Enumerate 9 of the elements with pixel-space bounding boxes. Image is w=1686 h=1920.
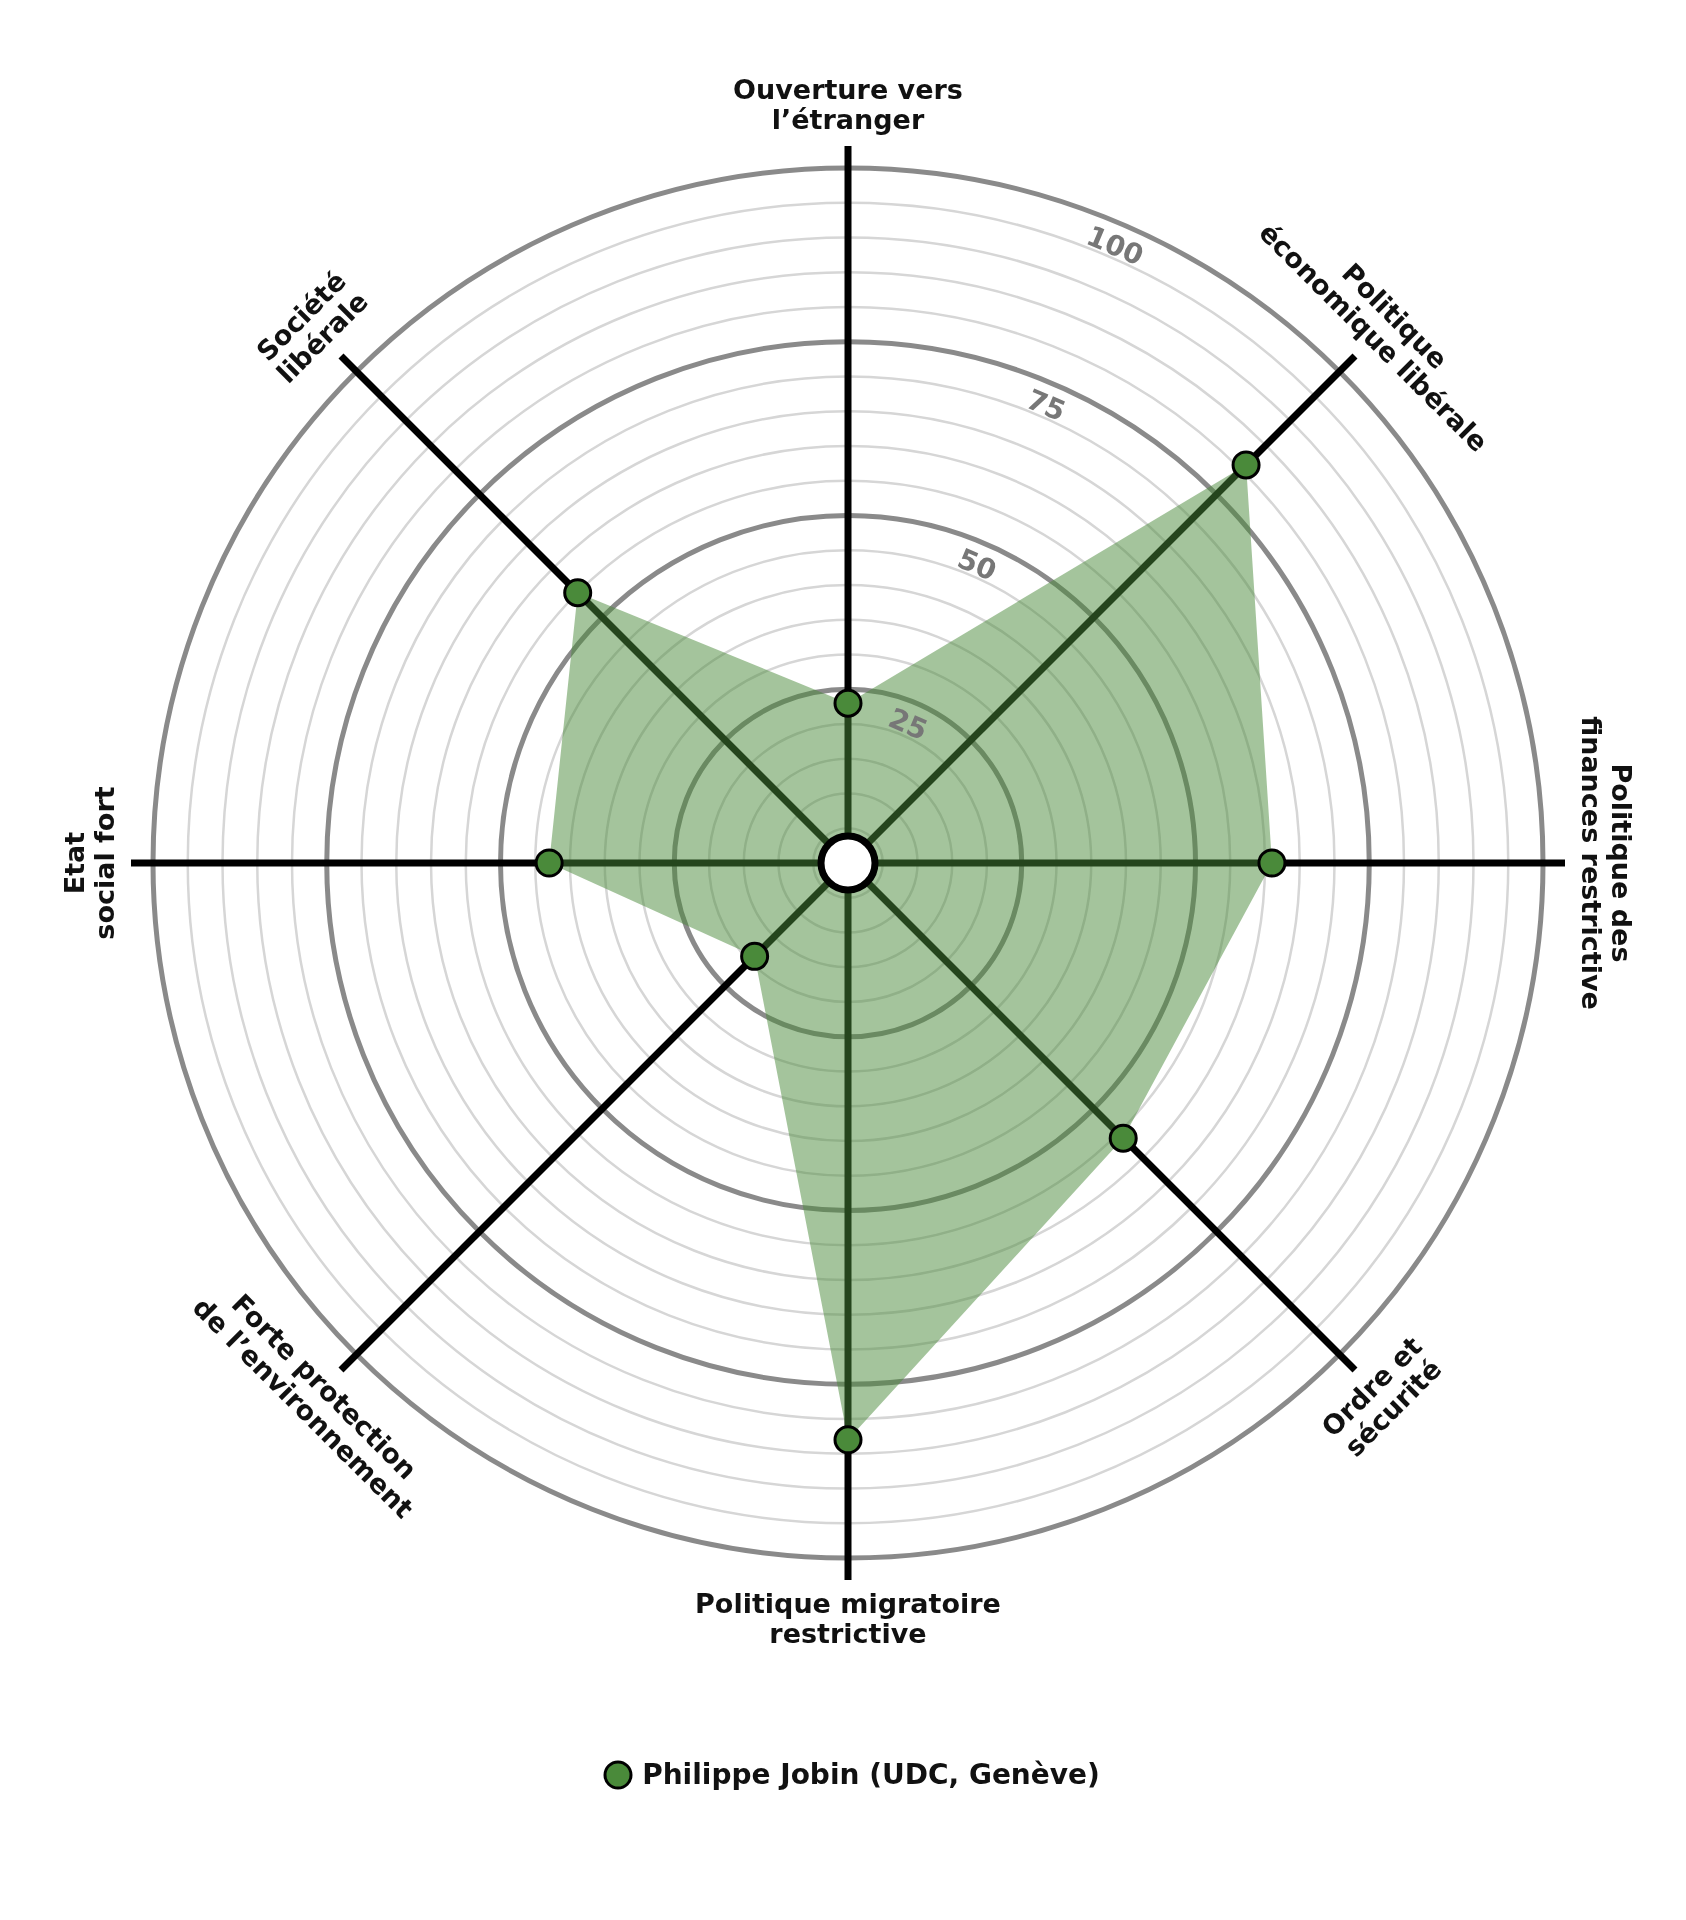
y-tick-label: 50: [952, 541, 1002, 588]
legend-label: Philippe Jobin (UDC, Genève): [642, 1758, 1100, 1791]
spoke-label: Politique migratoire restrictive: [695, 1587, 1001, 1649]
spoke-label: Ouverture vers l’étranger: [733, 73, 963, 135]
spoke-label: Politique des finances restrictive: [1576, 716, 1638, 1010]
y-tick-label: 100: [1081, 219, 1149, 273]
y-tick-label: 75: [1021, 382, 1071, 429]
y-tick-label: 25: [883, 701, 933, 747]
spoke-label: Etat social fort: [58, 786, 120, 940]
